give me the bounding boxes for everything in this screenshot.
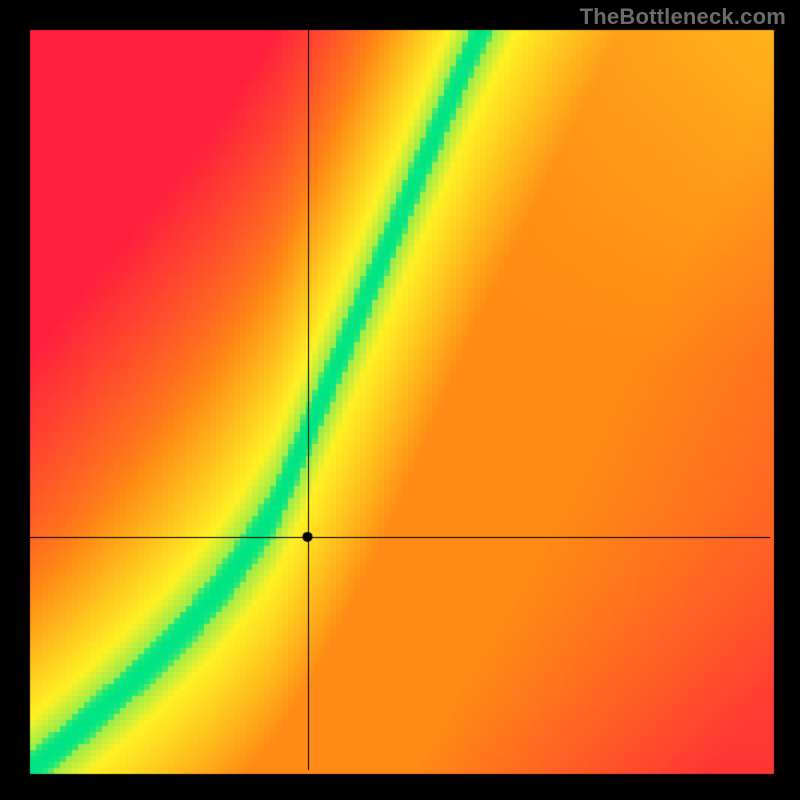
watermark-text: TheBottleneck.com bbox=[580, 4, 786, 30]
bottleneck-heatmap bbox=[0, 0, 800, 800]
